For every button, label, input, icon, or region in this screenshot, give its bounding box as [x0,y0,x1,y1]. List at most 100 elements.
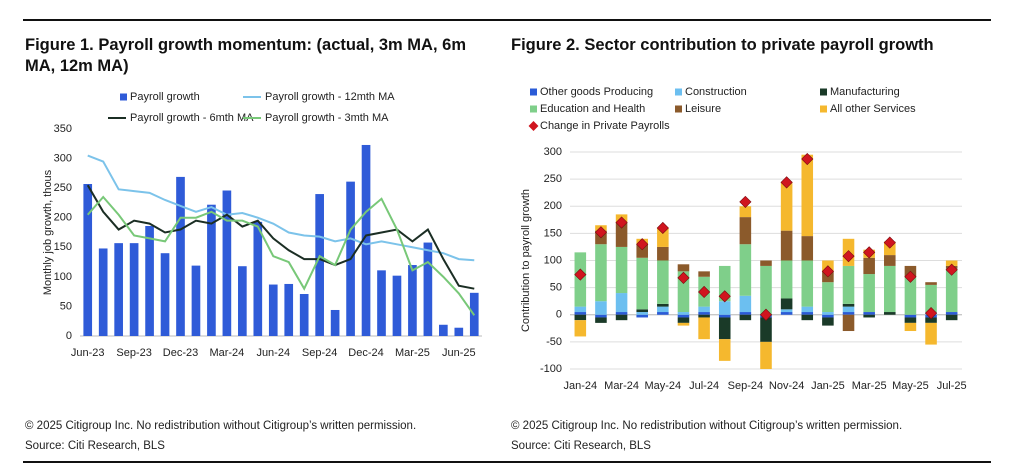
bar [129,243,139,336]
y-tick-label: -100 [540,363,562,375]
x-tick-label: Sep-24 [302,347,337,359]
bar [423,242,433,336]
legend-swatch [675,105,682,113]
marker [656,221,669,235]
bar-segment [842,306,855,313]
bar-segment [884,265,896,313]
bar-segment [780,230,793,261]
bar [160,253,170,336]
bar-segment [657,246,669,261]
marker [924,307,938,320]
bar-segment [780,309,793,313]
marker [821,265,834,278]
bar-segment [760,317,772,342]
x-tick-label: Sep-24 [728,380,763,392]
y-tick-label: 0 [556,309,562,321]
legend-label: Payroll growth [130,91,200,103]
bar-segment [801,236,814,261]
y-tick-label: 250 [544,173,562,185]
bar-segment [842,312,855,315]
bar-segment [904,317,917,323]
bar-segment [636,257,648,310]
bar [191,265,201,336]
bar-segment [677,314,690,318]
bar-segment [904,314,917,318]
bar-segment [657,227,669,247]
bar-segment [698,314,710,318]
marker [759,308,773,321]
bar-segment [842,314,855,332]
bar [83,184,93,336]
bar-segment [780,312,793,315]
copyright: © 2025 Citigroup Inc. No redistribution … [25,420,417,432]
legend-swatch [675,88,682,96]
bar-segment [636,314,648,318]
bar-segment [925,322,937,345]
bar-segment [739,314,752,321]
bar-segment [801,260,814,307]
bar-segment [657,306,669,313]
marker [780,176,793,189]
x-tick-label: Sep-23 [116,347,151,359]
bar-segment [677,322,690,326]
x-tick-label: May-24 [644,380,681,392]
bar-segment [945,314,958,321]
legend-label: Leisure [685,103,721,115]
bar-segment [925,317,937,323]
line [86,195,476,316]
y-tick-label: 300 [54,152,72,164]
bar-segment [842,265,855,304]
x-tick-label: Mar-24 [604,380,639,392]
x-tick-label: Jan-24 [563,380,597,392]
bar-segment [574,312,587,315]
copyright: © 2025 Citigroup Inc. No redistribution … [511,420,903,432]
bar [98,248,108,336]
bar-segment [822,312,834,315]
bar-segment [698,271,710,277]
marker [718,290,731,303]
marker [945,263,958,276]
marker [904,270,917,283]
legend-swatch [820,88,827,96]
x-tick-label: Jun-25 [442,347,476,359]
bar [408,265,417,336]
y-tick-label: 50 [60,300,72,312]
x-tick-label: Jun-23 [71,347,105,359]
y-tick-label: 250 [54,182,72,194]
bar-segment [739,244,752,296]
bar [377,270,386,336]
y-tick-label: 300 [544,146,562,158]
bar-segment [677,317,690,323]
bar-segment [925,282,937,285]
bar-segment [760,341,772,369]
bar-segment [822,282,834,313]
bar [330,309,340,336]
y-tick-label: -50 [546,336,562,348]
bar [268,284,278,336]
marker [636,238,649,251]
bar-segment [595,317,607,323]
bar [392,275,402,336]
source: Source: Citi Research, BLS [511,440,651,452]
bar-segment [822,317,834,326]
x-tick-label: Jun-24 [256,347,290,359]
bar-segment [595,314,607,318]
bar-segment [718,317,731,340]
x-tick-label: Mar-25 [852,380,887,392]
bar-segment [574,306,587,313]
chart-title: Figure 2. Sector contribution to private… [511,36,934,54]
x-tick-label: Mar-25 [395,347,430,359]
legend-label: Education and Health [540,103,645,115]
y-tick-label: 350 [54,123,72,135]
bar-segment [780,298,793,310]
bar-segment [615,314,628,321]
bar-segment [863,257,875,275]
bar-segment [636,312,648,315]
y-tick-label: 50 [550,282,562,294]
bar-segment [636,244,648,258]
marker [698,285,711,299]
bar-segment [760,260,772,266]
legend-label: Construction [685,86,747,98]
bar-segment [718,301,731,315]
legend-label: Change in Private Payrolls [540,120,670,132]
